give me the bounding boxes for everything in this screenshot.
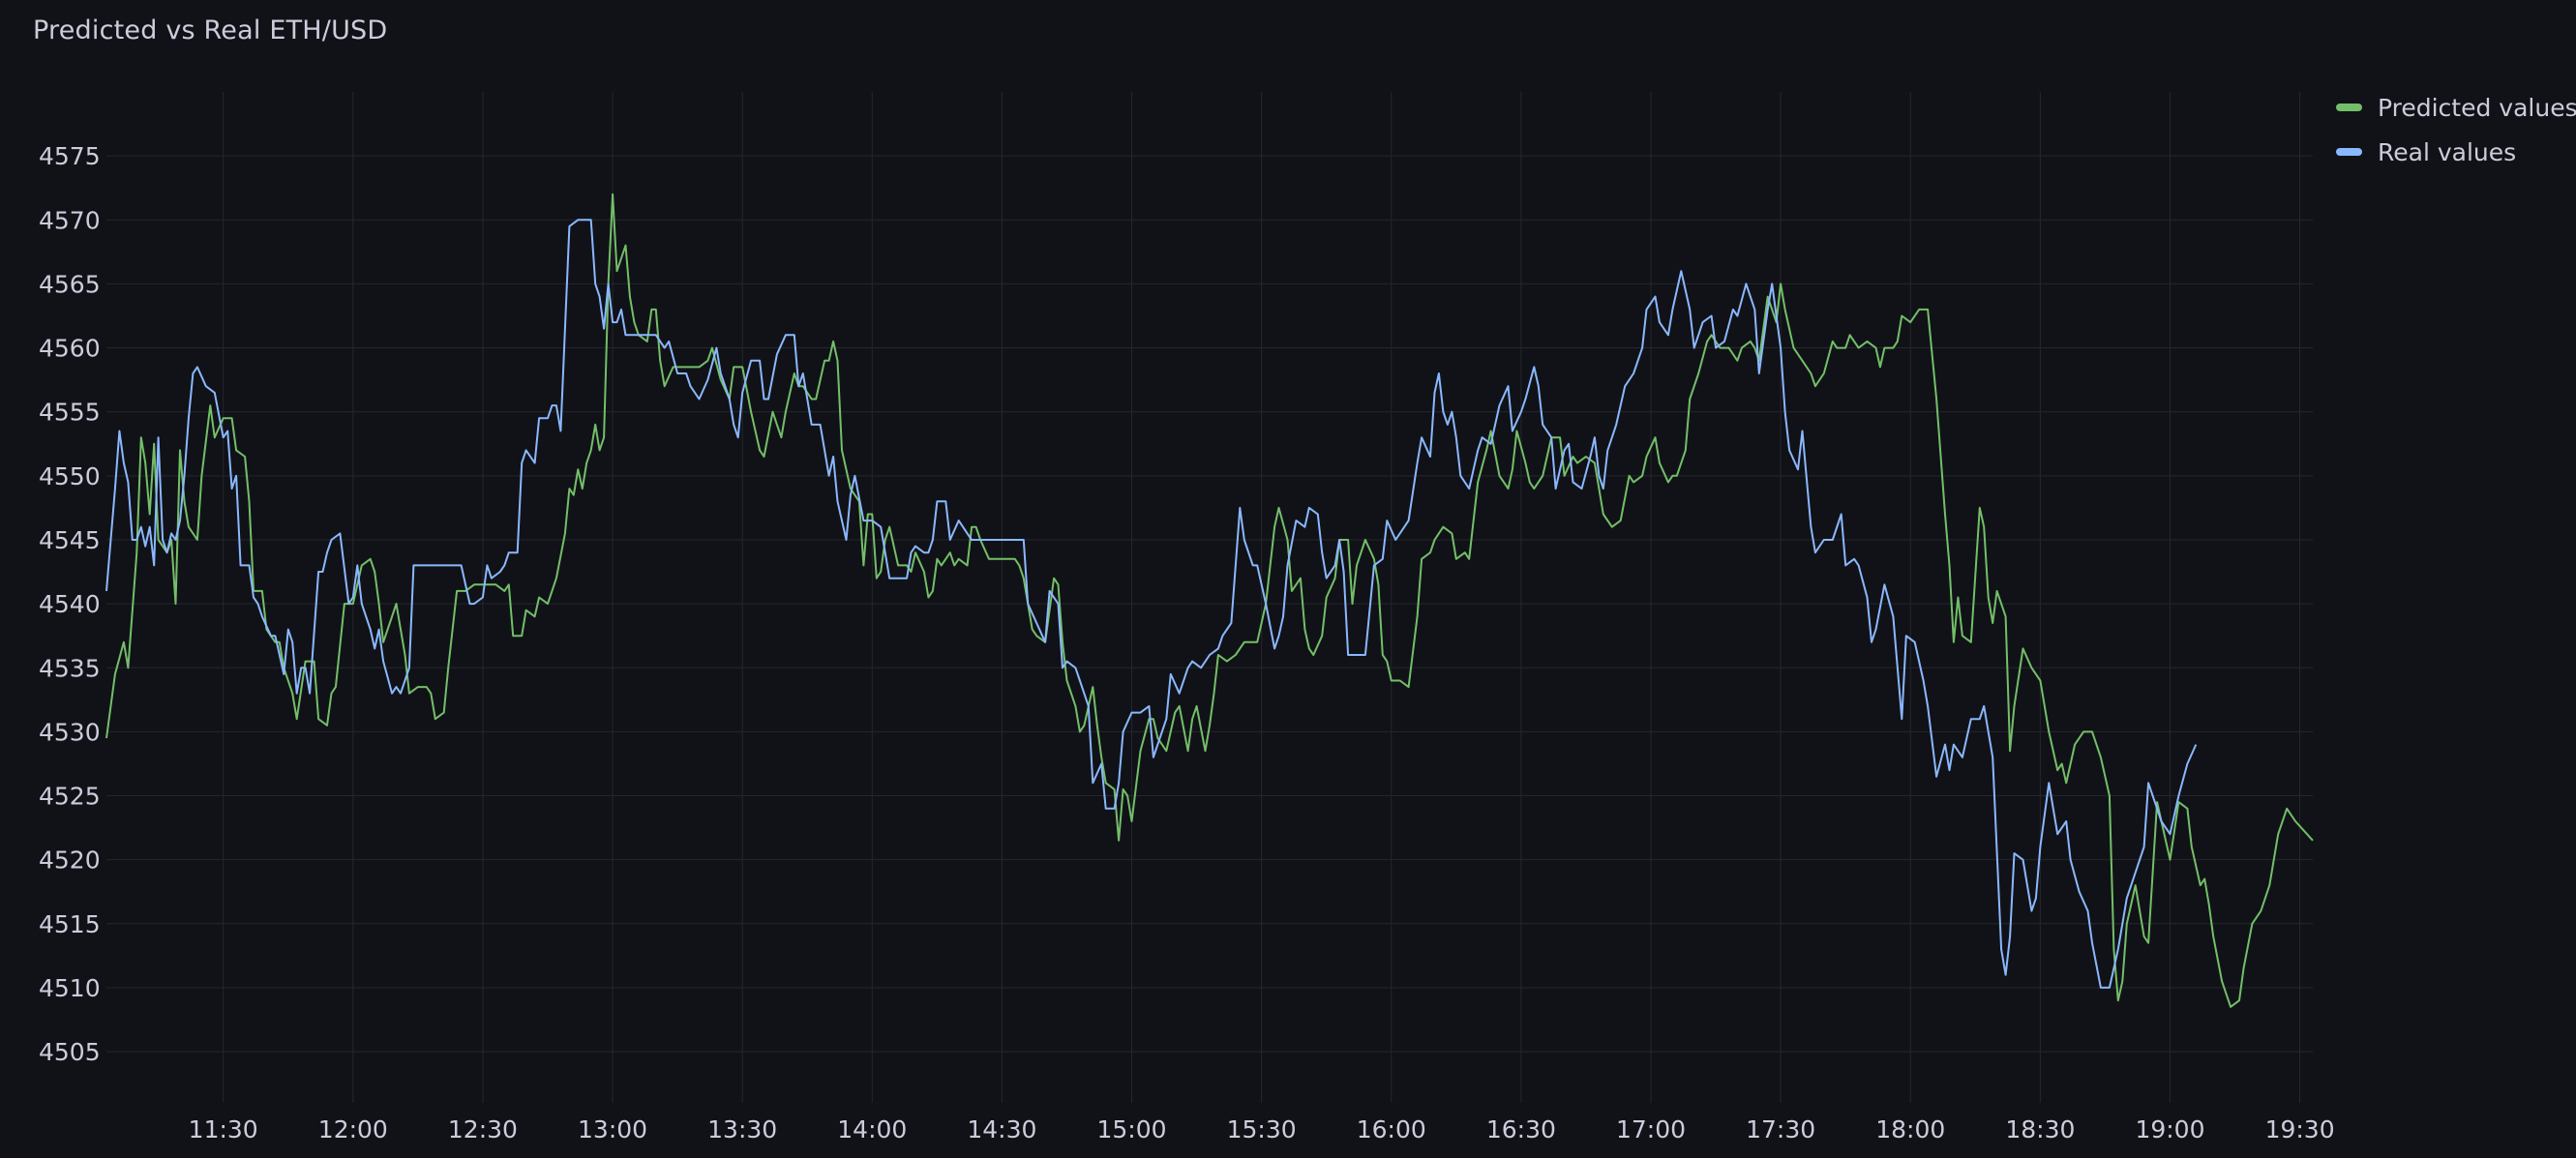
- y-tick-label: 4520: [39, 846, 101, 875]
- y-tick-label: 4555: [39, 399, 101, 427]
- y-tick-label: 4510: [39, 974, 101, 1002]
- y-tick-label: 4535: [39, 654, 101, 682]
- y-tick-label: 4560: [39, 335, 101, 363]
- x-tick-label: 15:00: [1097, 1115, 1167, 1143]
- panel-title: Predicted vs Real ETH/USD: [33, 15, 388, 45]
- legend-swatch-predicted: [2336, 104, 2362, 111]
- x-tick-label: 17:30: [1746, 1115, 1815, 1143]
- legend-item-predicted[interactable]: Predicted values: [2336, 85, 2576, 130]
- x-tick-label: 16:30: [1486, 1115, 1556, 1143]
- y-tick-label: 4545: [39, 526, 101, 554]
- series-line-predicted: [105, 193, 2314, 1008]
- legend-label-predicted: Predicted values: [2378, 93, 2576, 122]
- x-tick-label: 11:30: [189, 1115, 258, 1143]
- x-tick-label: 16:00: [1357, 1115, 1426, 1143]
- x-tick-label: 17:00: [1616, 1115, 1686, 1143]
- x-tick-label: 13:30: [707, 1115, 777, 1143]
- legend-item-real[interactable]: Real values: [2336, 130, 2576, 174]
- x-tick-label: 14:30: [967, 1115, 1036, 1143]
- legend-swatch-real: [2336, 148, 2362, 156]
- x-tick-label: 19:30: [2265, 1115, 2335, 1143]
- y-tick-label: 4575: [39, 142, 101, 170]
- x-tick-label: 12:00: [318, 1115, 388, 1143]
- x-tick-label: 12:30: [448, 1115, 518, 1143]
- y-tick-label: 4515: [39, 910, 101, 938]
- y-axis-ticks: 4575 4570 4565 4560 4555 4550 4545 4540 4535 4530…: [39, 142, 101, 1066]
- y-tick-label: 4550: [39, 462, 101, 490]
- legend-label-real: Real values: [2378, 137, 2517, 166]
- x-tick-label: 15:30: [1227, 1115, 1297, 1143]
- x-tick-label: 18:00: [1875, 1115, 1945, 1143]
- y-tick-label: 4505: [39, 1038, 101, 1066]
- y-tick-label: 4540: [39, 590, 101, 618]
- series-lines: [105, 193, 2314, 1008]
- x-tick-label: 14:00: [837, 1115, 907, 1143]
- legend: Predicted values Real values: [2336, 85, 2576, 174]
- y-tick-label: 4530: [39, 718, 101, 746]
- x-tick-label: 19:00: [2135, 1115, 2204, 1143]
- y-tick-label: 4525: [39, 783, 101, 811]
- grid-lines: [106, 92, 2313, 1103]
- y-tick-label: 4570: [39, 206, 101, 234]
- series-line-real: [105, 219, 2198, 989]
- x-tick-label: 18:30: [2005, 1115, 2075, 1143]
- x-axis-ticks: 11:30 12:00 12:30 13:00 13:30 14:00 14:30 15:00…: [189, 1115, 2335, 1143]
- x-tick-label: 13:00: [578, 1115, 647, 1143]
- y-tick-label: 4565: [39, 270, 101, 298]
